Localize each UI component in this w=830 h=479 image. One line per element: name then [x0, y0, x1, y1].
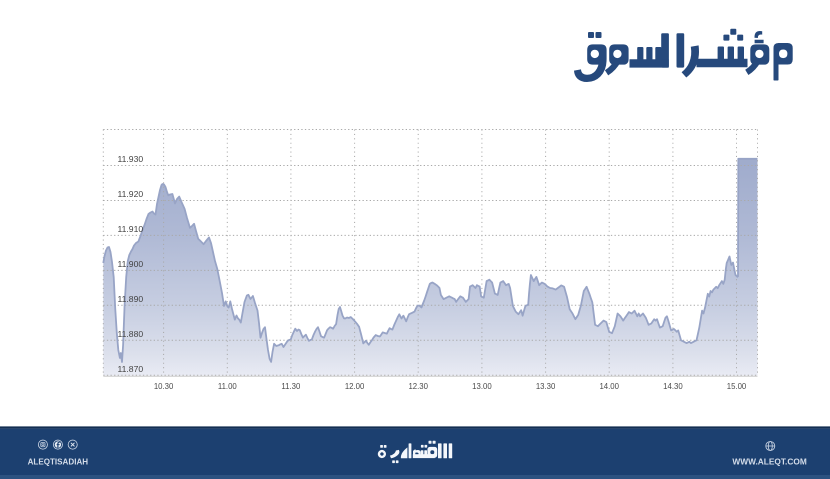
svg-text:11.00: 11.00 — [218, 382, 238, 391]
svg-text:13.00: 13.00 — [472, 382, 492, 391]
svg-text:11.920: 11.920 — [118, 189, 144, 199]
svg-text:12.30: 12.30 — [408, 382, 428, 391]
svg-text:11.910: 11.910 — [118, 224, 144, 234]
svg-text:11.30: 11.30 — [281, 382, 301, 391]
svg-text:11.900: 11.900 — [118, 259, 144, 269]
svg-text:15.00: 15.00 — [727, 382, 747, 391]
svg-text:WWW.ALEQT.COM: WWW.ALEQT.COM — [732, 457, 807, 466]
svg-text:12.00: 12.00 — [345, 382, 365, 391]
svg-text:11.880: 11.880 — [118, 329, 144, 339]
svg-text:11.890: 11.890 — [118, 294, 144, 304]
svg-text:ALEQTISADIAH: ALEQTISADIAH — [28, 457, 89, 466]
svg-text:11.930: 11.930 — [118, 154, 144, 164]
svg-text:13.30: 13.30 — [536, 382, 556, 391]
svg-text:14.30: 14.30 — [663, 382, 683, 391]
svg-text:10.30: 10.30 — [154, 382, 174, 391]
svg-text:11.870: 11.870 — [118, 364, 144, 374]
svg-text:14.00: 14.00 — [599, 382, 619, 391]
